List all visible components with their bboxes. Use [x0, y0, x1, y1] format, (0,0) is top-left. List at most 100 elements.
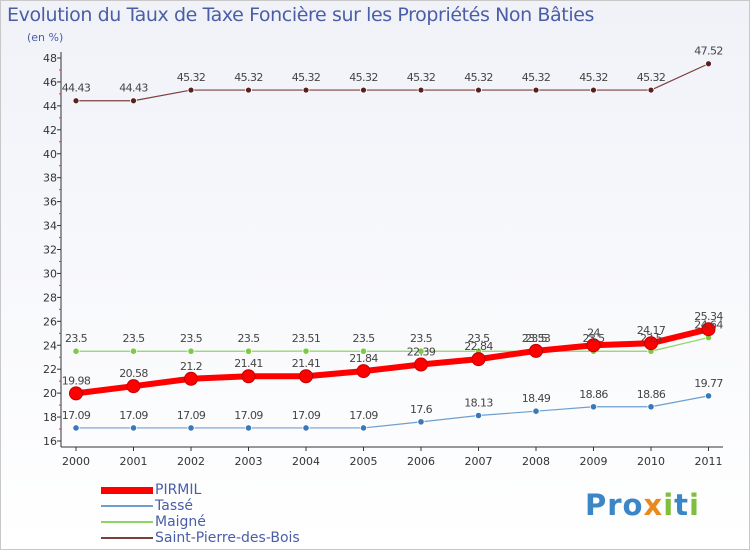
data-point-saint-pierre-des-bois: [187, 86, 195, 94]
data-label-pirmil: 25.34: [694, 310, 723, 323]
legend-item-maign-: Maigné: [101, 514, 361, 530]
logo-part-i2: i: [689, 488, 700, 522]
x-tick-label: 2004: [292, 455, 320, 468]
data-label-saint-pierre-des-bois: 45.32: [177, 71, 206, 84]
data-point-tass-: [359, 424, 368, 432]
data-label-tass-: 18.86: [637, 388, 666, 401]
data-label-saint-pierre-des-bois: 45.32: [522, 71, 551, 84]
data-point-saint-pierre-des-bois: [72, 97, 80, 105]
data-label-tass-: 17.09: [62, 409, 91, 422]
data-label-tass-: 17.09: [177, 409, 206, 422]
x-tick-label: 2011: [695, 455, 723, 468]
y-tick-label: 16: [43, 435, 57, 448]
data-label-tass-: 18.49: [522, 392, 551, 405]
data-label-maign-: 24.64: [694, 319, 723, 332]
legend-label: Saint-Pierre-des-Bois: [155, 530, 300, 546]
legend-item-tass-: Tassé: [101, 498, 361, 514]
data-label-maign-: 23.51: [292, 332, 321, 345]
data-point-saint-pierre-des-bois: [532, 86, 540, 94]
y-tick-label: 46: [43, 76, 57, 89]
data-point-tass-: [302, 424, 310, 432]
data-label-pirmil: 20.58: [119, 367, 148, 380]
y-tick-label: 32: [43, 244, 57, 257]
data-point-pirmil: [586, 338, 601, 353]
x-tick-label: 2005: [350, 455, 378, 468]
data-point-pirmil: [701, 322, 716, 337]
series-line-saint-pierre-des-bois: [75, 63, 710, 102]
y-tick-label: 42: [43, 124, 57, 137]
data-point-pirmil: [529, 343, 543, 358]
data-label-tass-: 17.09: [234, 409, 263, 422]
data-point-tass-: [129, 424, 138, 432]
data-point-maign-: [302, 347, 310, 355]
unit-label: (en %): [27, 31, 64, 44]
x-tick-label: 2000: [62, 455, 90, 468]
data-point-tass-: [647, 403, 655, 411]
data-label-saint-pierre-des-bois: 45.32: [579, 71, 608, 84]
series-pirmil: [69, 322, 716, 401]
data-point-tass-: [704, 392, 713, 400]
x-tick-label: 2007: [465, 455, 493, 468]
x-tick-label: 2006: [407, 455, 435, 468]
series-tass-: [72, 392, 713, 432]
data-label-pirmil: 19.98: [62, 374, 91, 387]
data-label-pirmil: 22.39: [407, 346, 436, 359]
logo-part-i: i: [663, 488, 675, 522]
data-label-pirmil: 24.17: [637, 324, 666, 337]
data-label-tass-: 18.86: [579, 388, 608, 401]
legend-label: Tassé: [155, 498, 194, 514]
data-point-tass-: [417, 418, 425, 426]
data-point-tass-: [474, 411, 483, 420]
y-tick-label: 18: [43, 411, 57, 424]
data-label-pirmil: 21.2: [180, 360, 202, 373]
data-label-saint-pierre-des-bois: 44.43: [62, 82, 91, 95]
data-point-pirmil: [184, 371, 198, 386]
data-point-saint-pierre-des-bois: [647, 86, 655, 94]
data-point-saint-pierre-des-bois: [302, 86, 310, 94]
y-tick-label: 40: [43, 148, 57, 161]
data-point-saint-pierre-des-bois: [360, 86, 367, 94]
data-point-maign-: [129, 347, 138, 355]
data-label-tass-: 17.09: [292, 409, 321, 422]
data-label-saint-pierre-des-bois: 45.32: [407, 71, 436, 84]
data-label-saint-pierre-des-bois: 45.32: [234, 71, 263, 84]
x-tick-label: 2009: [580, 455, 608, 468]
data-point-pirmil: [356, 364, 371, 379]
data-label-maign-: 23.5: [410, 332, 433, 345]
x-tick-label: 2008: [522, 455, 550, 468]
x-tick-label: 2010: [637, 455, 665, 468]
data-point-tass-: [589, 403, 598, 411]
data-point-pirmil: [241, 369, 256, 384]
proxiti-logo: Proxiti: [585, 488, 700, 522]
data-label-maign-: 23.5: [582, 332, 605, 345]
data-point-tass-: [244, 424, 253, 432]
y-tick-label: 24: [43, 339, 57, 352]
data-label-pirmil: 21.84: [349, 352, 378, 365]
data-point-tass-: [532, 407, 540, 415]
data-label-tass-: 18.13: [464, 397, 493, 410]
data-point-saint-pierre-des-bois: [475, 86, 482, 94]
data-label-pirmil: 21.41: [234, 357, 263, 370]
data-point-pirmil: [644, 336, 658, 351]
data-point-pirmil: [126, 379, 141, 394]
data-point-saint-pierre-des-bois: [590, 86, 597, 94]
data-point-pirmil: [471, 352, 486, 367]
data-label-maign-: 23.5: [467, 332, 490, 345]
data-point-pirmil: [299, 369, 313, 384]
data-label-maign-: 23.5: [525, 332, 548, 345]
data-label-pirmil: 22.84: [464, 340, 493, 353]
y-tick-label: 30: [43, 267, 57, 280]
data-point-saint-pierre-des-bois: [417, 86, 425, 94]
data-label-saint-pierre-des-bois: 45.32: [464, 71, 493, 84]
data-label-pirmil: 24: [587, 326, 600, 339]
series-line-pirmil: [73, 326, 712, 397]
y-tick-label: 36: [43, 196, 57, 209]
data-point-pirmil: [414, 357, 428, 372]
legend: PIRMIL Tassé Maigné Saint-Pierre-des-Bois: [101, 482, 361, 546]
data-label-maign-: 23.5: [640, 332, 663, 345]
data-label-saint-pierre-des-bois: 45.32: [349, 71, 378, 84]
y-tick-label: 48: [43, 52, 57, 65]
y-tick-label: 44: [43, 100, 57, 113]
data-point-saint-pierre-des-bois: [245, 86, 252, 94]
